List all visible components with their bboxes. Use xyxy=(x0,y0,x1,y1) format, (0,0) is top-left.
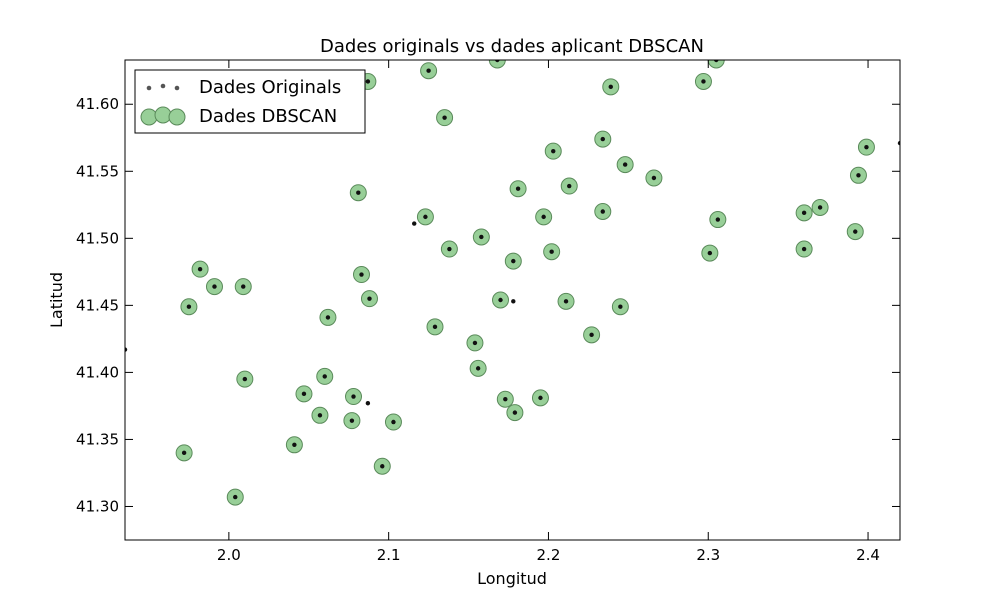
original-point-26 xyxy=(442,115,447,120)
original-point-2 xyxy=(186,304,192,309)
original-series xyxy=(125,60,900,500)
original-point-24 xyxy=(426,68,431,73)
original-point-39 xyxy=(541,214,546,220)
original-point-53 xyxy=(714,60,719,63)
x-axis-ticks: 2.0 2.1 2.2 2.3 2.4 xyxy=(217,60,880,564)
original-point-49 xyxy=(622,162,628,167)
original-point-16 xyxy=(359,272,364,277)
legend-marker-dbscan xyxy=(140,106,186,126)
y-axis-ticks: 41.30 41.35 41.40 41.45 41.50 41.55 41.60 xyxy=(76,95,900,515)
dbscan-point-49 xyxy=(707,60,725,69)
y-tick-label-5: 41.55 xyxy=(76,162,119,180)
original-point-20 xyxy=(380,464,385,469)
original-point-23 xyxy=(423,214,428,220)
legend: Dades Originals Dades DBSCAN xyxy=(134,69,366,134)
original-point-51 xyxy=(701,79,706,84)
original-point-28 xyxy=(472,340,478,346)
original-point-37 xyxy=(515,186,521,191)
original-point-6 xyxy=(241,284,246,289)
original-point-3 xyxy=(197,266,203,272)
original-point-18 xyxy=(367,296,372,301)
original-point-5 xyxy=(233,494,238,500)
original-point-52 xyxy=(707,250,713,256)
original-point-44 xyxy=(589,332,594,338)
chart-title: Dades originals vs dades aplicant DBSCAN xyxy=(320,36,704,57)
original-point-11 xyxy=(322,374,327,379)
y-tick-label-1: 41.35 xyxy=(76,430,119,448)
original-point-60 xyxy=(864,144,869,150)
original-point-42 xyxy=(563,299,569,304)
dbscan-point-28 xyxy=(488,60,506,69)
original-point-59 xyxy=(856,173,861,178)
x-tick-label-1: 2.1 xyxy=(377,546,401,564)
original-point-48 xyxy=(618,304,623,309)
original-point-55 xyxy=(801,210,807,216)
x-axis-label: Longitud xyxy=(477,569,547,588)
original-point-30 xyxy=(479,234,484,240)
original-point-7 xyxy=(242,376,248,382)
original-point-31 xyxy=(495,60,500,63)
original-point-27 xyxy=(447,246,452,252)
original-point-36 xyxy=(512,410,518,415)
original-point-43 xyxy=(567,183,572,189)
original-point-8 xyxy=(292,442,297,448)
y-tick-label-0: 41.30 xyxy=(76,497,119,515)
original-point-56 xyxy=(801,246,807,252)
original-point-14 xyxy=(351,394,356,399)
legend-label-dbscan: Dades DBSCAN xyxy=(199,106,337,127)
y-axis-label: Latitud xyxy=(47,272,66,328)
x-tick-label-2: 2.2 xyxy=(537,546,561,564)
original-point-0 xyxy=(125,347,128,352)
legend-marker-original xyxy=(146,83,180,91)
original-point-40 xyxy=(549,249,554,254)
plot-frame xyxy=(124,59,901,541)
original-point-15 xyxy=(356,190,361,195)
original-point-45 xyxy=(600,136,605,142)
original-point-12 xyxy=(325,315,331,320)
original-point-57 xyxy=(817,205,823,210)
original-point-50 xyxy=(651,175,657,181)
original-point-10 xyxy=(317,413,323,418)
original-point-19 xyxy=(365,401,371,406)
x-tick-label-4: 2.4 xyxy=(856,546,880,564)
original-point-34 xyxy=(511,258,516,264)
original-point-13 xyxy=(349,418,355,423)
original-point-17 xyxy=(365,79,371,84)
original-point-38 xyxy=(538,395,543,401)
y-tick-label-4: 41.50 xyxy=(76,229,119,247)
original-point-9 xyxy=(301,391,307,397)
original-point-54 xyxy=(715,217,721,222)
y-tick-label-2: 41.40 xyxy=(76,363,119,381)
original-point-4 xyxy=(212,284,217,289)
original-point-22 xyxy=(412,221,417,226)
original-point-46 xyxy=(600,209,605,214)
legend-label-original: Dades Originals xyxy=(199,77,341,98)
y-tick-label-6: 41.60 xyxy=(76,95,119,113)
original-point-32 xyxy=(498,297,503,303)
original-point-58 xyxy=(853,229,858,234)
x-tick-label-3: 2.3 xyxy=(696,546,720,564)
original-point-25 xyxy=(432,324,438,330)
y-tick-label-3: 41.45 xyxy=(76,296,119,314)
original-point-61 xyxy=(897,140,900,146)
original-point-47 xyxy=(608,84,613,90)
original-point-21 xyxy=(391,419,396,425)
x-tick-label-0: 2.0 xyxy=(217,546,241,564)
original-point-1 xyxy=(181,450,187,456)
original-point-35 xyxy=(511,299,516,304)
original-point-29 xyxy=(475,366,481,371)
original-point-41 xyxy=(551,148,556,154)
original-point-33 xyxy=(503,397,508,402)
